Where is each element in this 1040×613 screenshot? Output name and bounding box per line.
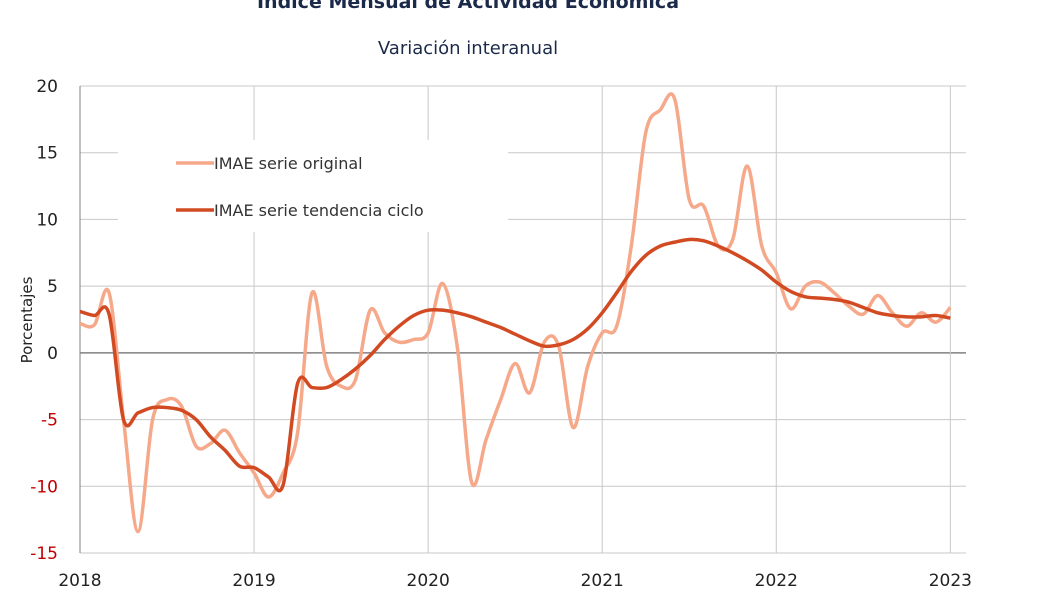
legend-box xyxy=(118,140,508,232)
x-tick-label: 2022 xyxy=(755,571,798,591)
y-tick-label: 5 xyxy=(47,277,58,297)
y-tick-label: 15 xyxy=(36,144,58,164)
legend-label: IMAE serie original xyxy=(214,154,363,173)
x-tick-label: 2021 xyxy=(581,571,624,591)
chart-subtitle: Variación interanual xyxy=(378,38,558,59)
y-tick-label: -5 xyxy=(41,411,58,431)
x-tick-label: 2023 xyxy=(929,571,972,591)
y-tick-label: -10 xyxy=(30,477,58,497)
legend-label: IMAE serie tendencia ciclo xyxy=(214,201,424,220)
chart-title: Índice Mensual de Actividad Económica xyxy=(257,0,679,13)
y-tick-label: 20 xyxy=(36,77,58,97)
x-tick-label: 2020 xyxy=(407,571,450,591)
x-tick-label: 2019 xyxy=(232,571,275,591)
line-series xyxy=(79,92,952,534)
y-axis-label: Porcentajes xyxy=(18,276,36,363)
y-tick-label: 0 xyxy=(47,344,58,364)
y-tick-label: 10 xyxy=(36,210,58,230)
x-tick-label: 2018 xyxy=(58,571,101,591)
line-series xyxy=(79,237,951,493)
y-tick-label: -15 xyxy=(30,544,58,564)
